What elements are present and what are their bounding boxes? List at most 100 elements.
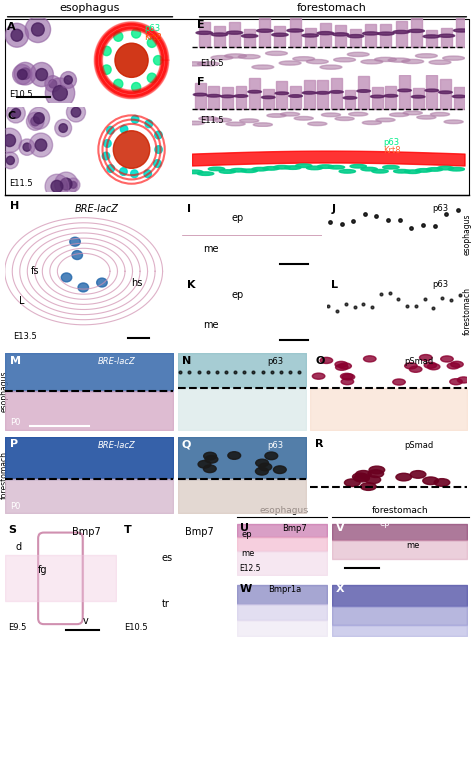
Circle shape <box>66 102 85 122</box>
Circle shape <box>70 182 77 188</box>
Circle shape <box>364 356 376 362</box>
Circle shape <box>60 178 72 190</box>
Text: E: E <box>197 20 205 31</box>
FancyBboxPatch shape <box>38 533 82 624</box>
Circle shape <box>341 378 354 385</box>
Circle shape <box>51 180 63 192</box>
Text: d: d <box>16 542 22 552</box>
Circle shape <box>208 167 225 171</box>
Circle shape <box>274 166 290 169</box>
Circle shape <box>340 373 353 379</box>
Text: Bmpr1a: Bmpr1a <box>268 584 302 594</box>
Text: C: C <box>7 111 15 121</box>
Circle shape <box>349 112 368 116</box>
Bar <box>274 26 285 47</box>
Bar <box>399 75 410 109</box>
Bar <box>426 75 437 109</box>
Text: W: W <box>240 584 252 594</box>
Circle shape <box>20 68 31 79</box>
Text: BRE-lacZ: BRE-lacZ <box>97 357 135 366</box>
Text: p63: p63 <box>267 441 283 450</box>
Text: P0: P0 <box>10 502 20 511</box>
Circle shape <box>59 124 67 133</box>
Circle shape <box>423 477 438 485</box>
Text: p63: p63 <box>383 137 399 146</box>
Circle shape <box>31 117 39 126</box>
Text: hs: hs <box>131 278 142 288</box>
Circle shape <box>417 115 436 119</box>
Circle shape <box>424 362 437 369</box>
Circle shape <box>393 169 410 173</box>
Circle shape <box>158 544 190 578</box>
Circle shape <box>132 29 141 38</box>
Circle shape <box>335 362 347 368</box>
Text: Bmp7: Bmp7 <box>282 523 307 533</box>
Circle shape <box>230 169 246 172</box>
Circle shape <box>356 471 371 478</box>
Bar <box>249 78 260 109</box>
Circle shape <box>240 119 259 123</box>
Circle shape <box>154 56 163 65</box>
Text: pSmad: pSmad <box>404 441 434 450</box>
Circle shape <box>19 139 35 156</box>
Text: p63: p63 <box>432 204 448 213</box>
Circle shape <box>328 166 345 169</box>
Circle shape <box>227 31 243 34</box>
Text: tr: tr <box>161 599 169 609</box>
Circle shape <box>2 152 18 169</box>
Circle shape <box>353 473 368 481</box>
Circle shape <box>318 165 334 169</box>
Text: esophagus: esophagus <box>463 214 472 255</box>
Bar <box>276 81 287 109</box>
Circle shape <box>145 120 153 127</box>
Circle shape <box>267 114 286 118</box>
Text: S: S <box>8 525 16 535</box>
Circle shape <box>415 169 432 172</box>
Circle shape <box>443 56 465 60</box>
Circle shape <box>5 23 28 47</box>
Bar <box>214 26 225 47</box>
Circle shape <box>153 584 195 630</box>
Bar <box>222 87 233 109</box>
Circle shape <box>226 122 245 126</box>
Circle shape <box>4 134 16 146</box>
Circle shape <box>281 112 300 116</box>
Text: ep: ep <box>379 520 390 529</box>
Circle shape <box>45 76 61 92</box>
Text: pSmad: pSmad <box>404 357 434 366</box>
Circle shape <box>11 29 23 41</box>
Text: E11.5: E11.5 <box>200 116 224 125</box>
Bar <box>305 27 316 47</box>
Text: me: me <box>406 541 419 550</box>
Circle shape <box>11 108 20 118</box>
Bar <box>335 25 346 47</box>
Circle shape <box>28 107 50 129</box>
Circle shape <box>347 34 364 37</box>
Circle shape <box>32 23 44 36</box>
Circle shape <box>289 95 302 98</box>
Circle shape <box>255 459 268 467</box>
Bar <box>350 29 361 47</box>
Text: Krt8: Krt8 <box>383 146 401 156</box>
Circle shape <box>405 362 417 369</box>
Circle shape <box>212 118 231 122</box>
Circle shape <box>205 456 218 463</box>
Circle shape <box>256 29 273 32</box>
Circle shape <box>211 33 228 36</box>
Circle shape <box>329 91 343 93</box>
Text: L: L <box>331 280 338 291</box>
Circle shape <box>320 357 333 363</box>
Circle shape <box>279 61 301 65</box>
Circle shape <box>102 65 111 74</box>
Circle shape <box>107 165 114 172</box>
Bar <box>199 22 210 47</box>
Circle shape <box>411 95 425 98</box>
Circle shape <box>186 170 203 174</box>
Circle shape <box>64 76 73 84</box>
Circle shape <box>332 33 349 36</box>
Circle shape <box>408 29 424 33</box>
Text: forestomach: forestomach <box>372 506 429 515</box>
Text: fg: fg <box>38 565 48 575</box>
Text: E9.5: E9.5 <box>8 623 27 632</box>
Text: E11.5: E11.5 <box>9 179 33 188</box>
